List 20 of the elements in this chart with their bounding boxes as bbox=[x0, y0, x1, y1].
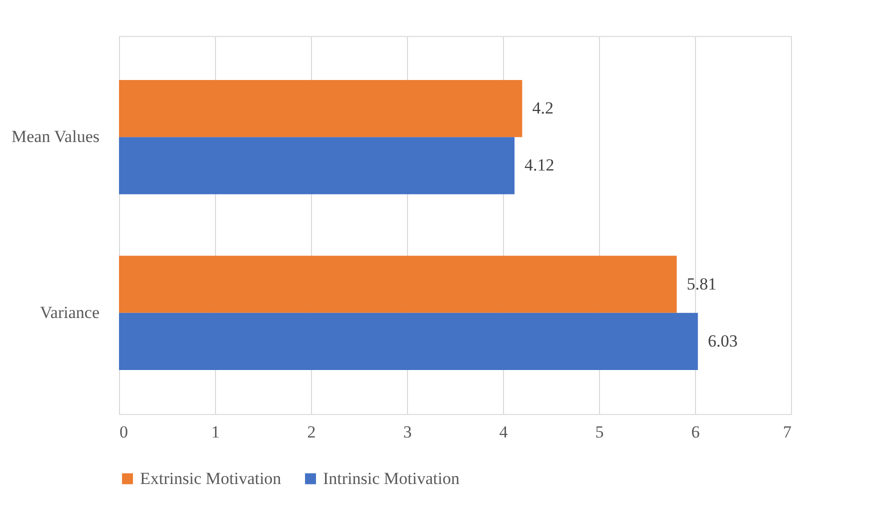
x-tick-label: 4 bbox=[499, 422, 508, 442]
x-tick-label: 5 bbox=[595, 422, 604, 442]
data-label: 4.12 bbox=[524, 156, 554, 175]
data-label: 4.2 bbox=[532, 98, 554, 118]
data-label: 6.03 bbox=[708, 331, 738, 350]
bar bbox=[119, 312, 698, 370]
legend-label: Extrinsic Motivation bbox=[140, 468, 282, 488]
legend-label: Intrinsic Motivation bbox=[323, 468, 460, 488]
x-tick-label: 0 bbox=[120, 422, 128, 442]
y-tick-label: Mean Values bbox=[12, 127, 100, 146]
bar bbox=[119, 256, 677, 313]
x-tick-label: 6 bbox=[691, 422, 700, 442]
x-tick-label: 7 bbox=[783, 422, 792, 442]
bar bbox=[119, 80, 522, 138]
bar bbox=[119, 137, 515, 194]
y-tick-label: Variance bbox=[40, 302, 100, 322]
x-tick-label: 3 bbox=[403, 422, 412, 442]
x-tick-label: 1 bbox=[211, 422, 220, 442]
x-tick-label: 2 bbox=[307, 422, 316, 442]
data-label: 5.81 bbox=[686, 274, 717, 294]
